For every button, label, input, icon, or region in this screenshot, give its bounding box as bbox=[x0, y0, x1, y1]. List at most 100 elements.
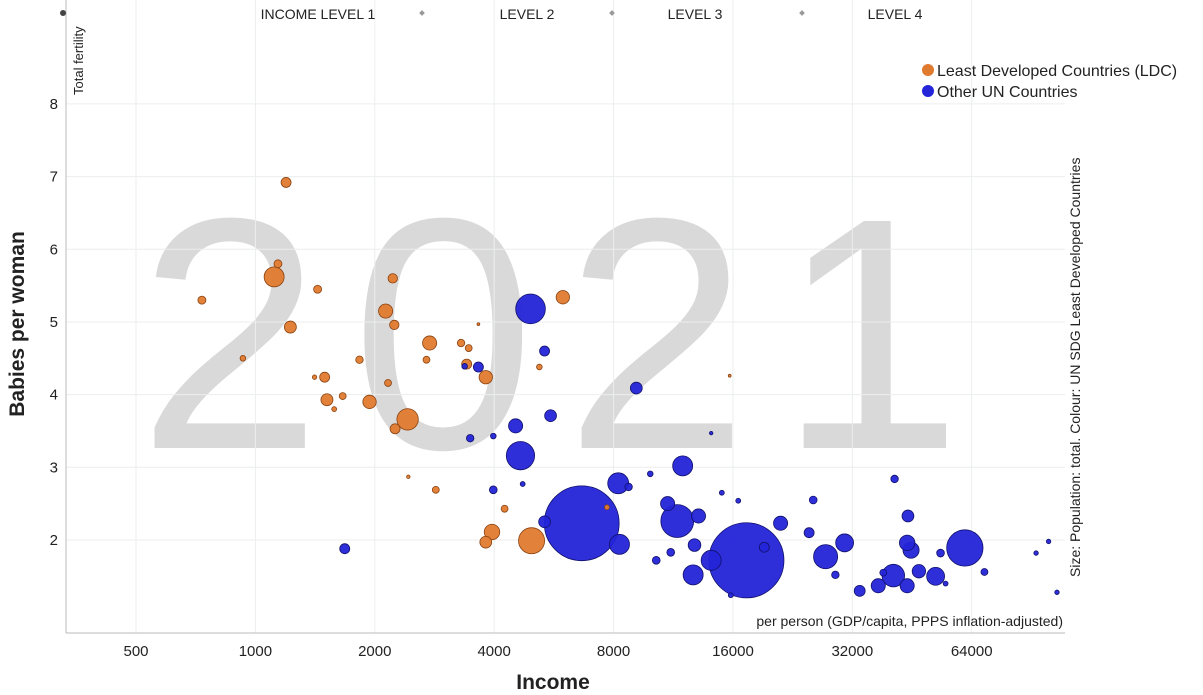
bubble bbox=[320, 393, 334, 407]
y-tick-label: 7 bbox=[50, 169, 58, 186]
income-level-label: LEVEL 4 bbox=[868, 6, 923, 22]
bubble bbox=[808, 495, 818, 505]
bubble bbox=[472, 361, 484, 373]
bubble bbox=[735, 497, 742, 504]
bubble bbox=[899, 578, 915, 594]
bubble bbox=[466, 434, 475, 443]
bubble bbox=[543, 485, 620, 562]
bubble bbox=[464, 344, 473, 352]
bubble bbox=[831, 570, 840, 580]
x-axis-label: Income bbox=[516, 671, 590, 694]
x-tick-label: 16000 bbox=[712, 643, 754, 660]
bubble bbox=[518, 527, 546, 555]
bubble bbox=[718, 489, 725, 496]
income-level-label: INCOME LEVEL 1 bbox=[261, 6, 376, 22]
bubble bbox=[508, 418, 524, 434]
bubble bbox=[936, 548, 945, 558]
y-tick-label: 6 bbox=[50, 241, 58, 258]
bubble bbox=[709, 431, 714, 436]
legend-label: Least Developed Countries (LDC) bbox=[937, 63, 1177, 80]
bubble bbox=[604, 504, 610, 511]
bubble bbox=[773, 515, 789, 531]
bubble bbox=[515, 293, 546, 325]
bubble bbox=[197, 295, 207, 305]
bubble bbox=[539, 345, 550, 357]
bubble bbox=[519, 481, 526, 487]
bubble bbox=[478, 370, 493, 385]
bubble bbox=[660, 496, 676, 512]
bubble bbox=[396, 408, 419, 431]
income-levels: INCOME LEVEL 1 LEVEL 2 LEVEL 3 LEVEL 4 bbox=[261, 6, 923, 22]
bubble bbox=[490, 432, 497, 440]
bubble bbox=[339, 543, 351, 555]
bubble bbox=[505, 441, 536, 471]
bubble bbox=[338, 392, 347, 400]
bubble bbox=[476, 322, 481, 326]
bubble bbox=[629, 381, 643, 395]
level-divider bbox=[799, 10, 805, 16]
bubble bbox=[666, 548, 676, 557]
x-tick-label: 4000 bbox=[477, 643, 510, 660]
bubble bbox=[942, 580, 949, 587]
x-tick-label: 2000 bbox=[358, 643, 391, 660]
level-divider bbox=[609, 10, 615, 16]
bubble bbox=[980, 568, 989, 576]
bubble bbox=[283, 320, 297, 334]
corner-dot bbox=[60, 10, 66, 16]
bubble bbox=[331, 406, 338, 413]
bubble bbox=[647, 470, 654, 478]
bubble bbox=[489, 485, 498, 495]
bubble bbox=[911, 564, 927, 579]
bubble bbox=[500, 504, 509, 513]
y-tick-label: 3 bbox=[50, 459, 58, 476]
bubble bbox=[555, 290, 570, 305]
bubble bbox=[813, 544, 839, 570]
x-tick-label: 8000 bbox=[597, 643, 630, 660]
y-tick-label: 2 bbox=[50, 532, 58, 549]
year-watermark: 2021 bbox=[138, 149, 992, 518]
bubble bbox=[672, 455, 694, 477]
bubble bbox=[901, 509, 915, 523]
legend-label: Other UN Countries bbox=[937, 84, 1078, 101]
bubble bbox=[378, 303, 394, 319]
level-divider bbox=[419, 10, 425, 16]
bubble bbox=[609, 533, 630, 555]
y-axis-label: Babies per woman bbox=[6, 231, 29, 417]
bubble bbox=[389, 423, 401, 435]
grid bbox=[66, 0, 1065, 633]
bubble bbox=[536, 363, 543, 371]
bubble bbox=[538, 515, 551, 529]
bubble bbox=[319, 371, 331, 383]
y-tick-label: 5 bbox=[50, 314, 58, 331]
bubble bbox=[406, 474, 411, 479]
bubble bbox=[461, 363, 468, 370]
bubble bbox=[387, 273, 398, 284]
legend: Least Developed Countries (LDC) Other UN … bbox=[922, 63, 1177, 101]
income-level-label: LEVEL 3 bbox=[668, 6, 723, 22]
bubble bbox=[682, 564, 704, 586]
bubble bbox=[263, 266, 285, 288]
legend-swatch bbox=[922, 64, 934, 76]
bubble bbox=[431, 485, 440, 494]
bubble bbox=[483, 523, 501, 541]
income-level-label: LEVEL 2 bbox=[500, 6, 555, 22]
bubble bbox=[727, 373, 732, 378]
x-axis-note: per person (GDP/capita, PPPS inflation-a… bbox=[756, 613, 1063, 629]
bubble bbox=[355, 355, 364, 364]
bubble bbox=[687, 538, 702, 552]
x-tick-label: 32000 bbox=[831, 643, 873, 660]
bubble bbox=[758, 541, 770, 553]
bubble bbox=[651, 556, 661, 565]
bubble bbox=[870, 578, 886, 594]
bubble bbox=[311, 374, 318, 380]
bubble bbox=[803, 527, 815, 539]
bubble bbox=[607, 472, 630, 495]
bubble bbox=[890, 474, 899, 484]
y-axis-top-label: Total fertility bbox=[71, 26, 86, 95]
bubble bbox=[544, 409, 557, 423]
bubble bbox=[239, 355, 247, 362]
bubble bbox=[853, 584, 866, 597]
bubble bbox=[926, 566, 945, 586]
bubble bbox=[422, 355, 431, 364]
